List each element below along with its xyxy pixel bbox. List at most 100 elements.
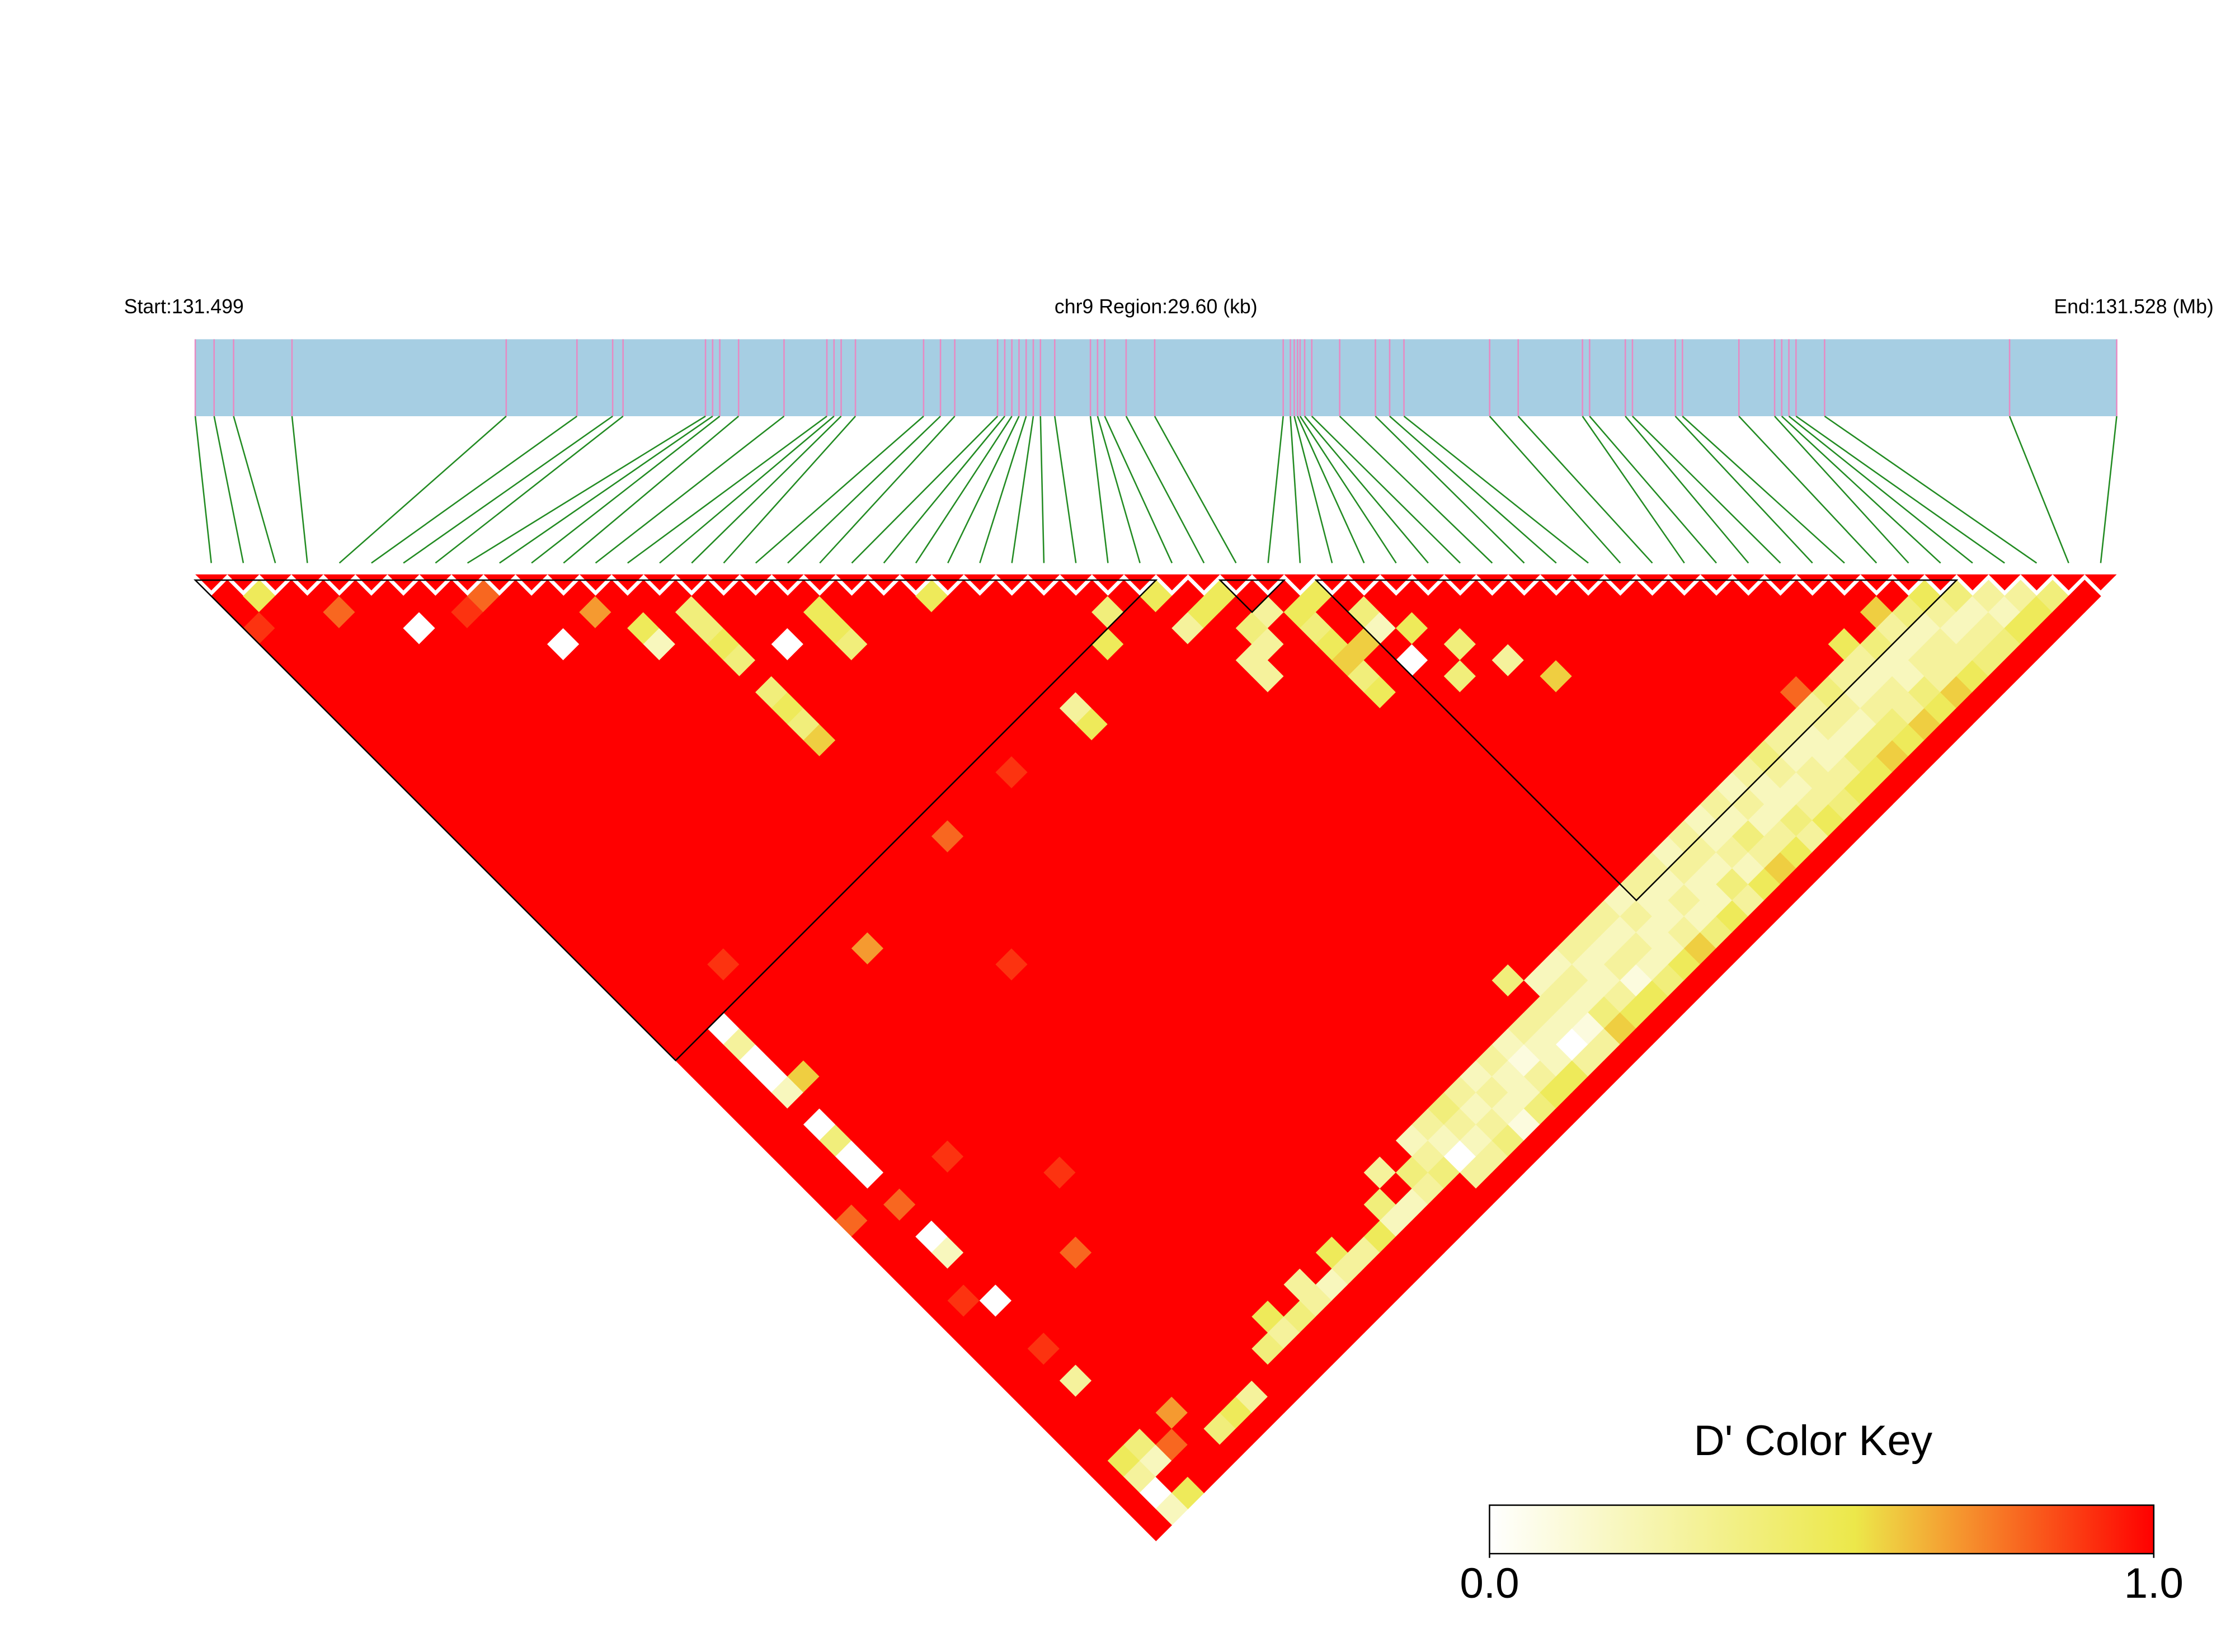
snp-marker bbox=[451, 574, 484, 591]
ld-block bbox=[193, 579, 1158, 1062]
snp-connector bbox=[1517, 416, 1653, 564]
snp-connector bbox=[1290, 416, 1301, 563]
snp-marker bbox=[1636, 574, 1669, 591]
snp-marker bbox=[1220, 574, 1253, 591]
snp-marker bbox=[1732, 574, 1765, 591]
snp-marker bbox=[515, 574, 548, 591]
snp-marker bbox=[1700, 574, 1733, 591]
snp-connector bbox=[1125, 416, 1205, 564]
snp-marker bbox=[547, 574, 580, 591]
snp-connector bbox=[883, 416, 1005, 564]
snp-marker bbox=[1508, 574, 1541, 591]
snp-marker bbox=[740, 574, 772, 591]
snp-connector bbox=[371, 415, 578, 564]
snp-marker bbox=[1796, 574, 1829, 591]
snp-marker bbox=[1091, 574, 1124, 591]
snp-marker bbox=[900, 574, 932, 591]
snp-connector bbox=[194, 416, 212, 563]
snp-connector bbox=[723, 416, 857, 564]
snp-connector bbox=[1582, 416, 1685, 564]
end-label: End:131.528 (Mb) bbox=[2054, 295, 2213, 318]
snp-connector bbox=[1632, 416, 1781, 564]
snp-connector bbox=[1625, 416, 1749, 564]
snp-connector bbox=[1489, 416, 1621, 564]
snp-marker bbox=[1156, 574, 1188, 591]
snp-marker bbox=[1444, 574, 1476, 591]
snp-connector bbox=[1375, 416, 1525, 564]
snp-marker bbox=[1316, 574, 1348, 591]
snp-marker bbox=[1828, 574, 1861, 591]
snp-connector bbox=[1097, 416, 1141, 563]
snp-marker bbox=[419, 574, 451, 591]
snp-connector bbox=[1774, 416, 1909, 564]
snp-connector bbox=[563, 416, 740, 564]
snp-connector bbox=[1389, 416, 1557, 564]
snp-marker bbox=[1604, 574, 1636, 591]
snp-marker bbox=[611, 574, 644, 591]
snp-marker bbox=[1925, 574, 1957, 591]
snp-marker bbox=[1348, 574, 1380, 591]
snp-connector bbox=[435, 415, 624, 564]
snp-connector bbox=[659, 416, 835, 564]
snp-marker bbox=[1668, 574, 1701, 591]
ld-cell bbox=[2068, 580, 2101, 613]
snp-marker bbox=[771, 574, 804, 591]
snp-connector bbox=[1039, 416, 1045, 563]
snp-connector bbox=[233, 416, 276, 563]
snp-marker bbox=[1284, 574, 1316, 591]
snp-connector bbox=[1682, 416, 1845, 564]
snp-marker bbox=[355, 574, 388, 591]
snp-marker bbox=[835, 574, 868, 591]
snp-connector bbox=[1339, 416, 1493, 564]
snp-connector bbox=[1293, 416, 1333, 563]
snp-marker bbox=[1956, 574, 1989, 591]
snp-marker bbox=[1860, 574, 1893, 591]
snp-marker bbox=[1988, 574, 2021, 591]
snp-connector bbox=[1297, 416, 1365, 563]
snp-connector bbox=[1011, 416, 1034, 563]
snp-marker bbox=[1572, 574, 1605, 591]
snp-connector bbox=[979, 416, 1027, 563]
snp-marker bbox=[707, 574, 740, 591]
snp-marker bbox=[387, 574, 420, 591]
snp-connector bbox=[1154, 416, 1237, 564]
start-label: Start:131.499 bbox=[124, 295, 244, 318]
snp-connector bbox=[755, 416, 924, 564]
snp-marker bbox=[1124, 574, 1156, 591]
snp-marker bbox=[868, 574, 900, 591]
snp-connector bbox=[819, 416, 956, 564]
snp-marker bbox=[1060, 574, 1092, 591]
snp-connector bbox=[595, 415, 785, 564]
ld-block bbox=[1314, 579, 1959, 902]
snp-marker bbox=[259, 574, 291, 591]
region-label: chr9 Region:29.60 (kb) bbox=[1055, 295, 1258, 318]
snp-connector bbox=[1824, 415, 2038, 564]
snp-marker bbox=[1188, 574, 1220, 591]
snp-connector bbox=[403, 415, 613, 564]
snp-connector bbox=[1589, 416, 1717, 564]
snp-marker bbox=[323, 574, 356, 591]
snp-marker bbox=[1380, 574, 1413, 591]
snp-connector bbox=[1738, 416, 1878, 564]
snp-marker bbox=[675, 574, 708, 591]
ld-block bbox=[1218, 579, 1286, 614]
key-tick-label: 1.0 bbox=[2124, 1560, 2184, 1607]
snp-marker bbox=[1892, 574, 1925, 591]
snp-marker bbox=[2085, 574, 2117, 591]
key-tick-label: 0.0 bbox=[1460, 1560, 1519, 1607]
snp-connector bbox=[1403, 416, 1589, 564]
snp-marker bbox=[291, 574, 324, 591]
snp-connector bbox=[1299, 416, 1397, 564]
snp-connector bbox=[1788, 416, 1973, 564]
snp-connector bbox=[213, 416, 244, 563]
snp-connector bbox=[627, 415, 827, 564]
snp-connector bbox=[338, 416, 507, 564]
snp-marker bbox=[1764, 574, 1797, 591]
region-bar bbox=[195, 339, 2117, 416]
snp-connector bbox=[499, 415, 713, 564]
snp-connector bbox=[915, 416, 1013, 564]
snp-marker bbox=[1476, 574, 1508, 591]
snp-connector bbox=[531, 415, 721, 564]
